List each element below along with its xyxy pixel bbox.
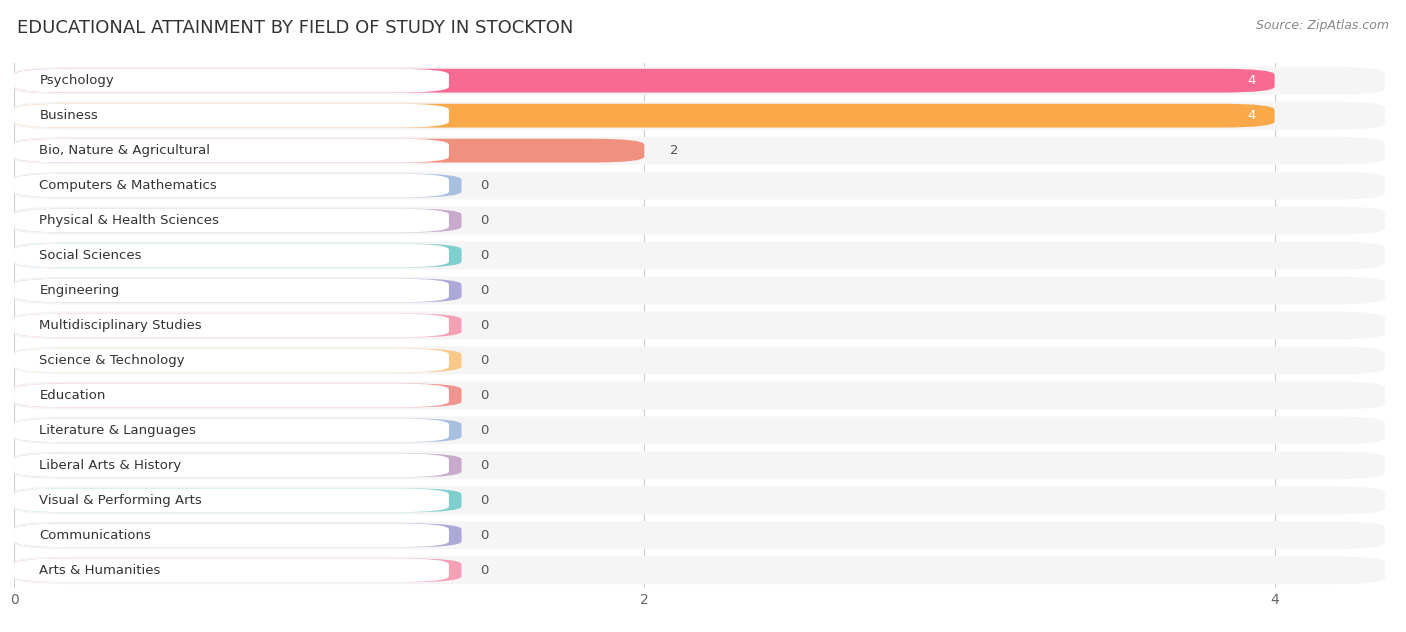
Text: Liberal Arts & History: Liberal Arts & History bbox=[39, 459, 181, 472]
FancyBboxPatch shape bbox=[14, 139, 644, 162]
FancyBboxPatch shape bbox=[14, 244, 449, 267]
FancyBboxPatch shape bbox=[14, 277, 1385, 305]
FancyBboxPatch shape bbox=[14, 489, 461, 512]
Text: 4: 4 bbox=[1247, 74, 1256, 87]
FancyBboxPatch shape bbox=[14, 418, 461, 442]
FancyBboxPatch shape bbox=[14, 172, 1385, 200]
Text: Communications: Communications bbox=[39, 529, 152, 542]
Text: Psychology: Psychology bbox=[39, 74, 114, 87]
FancyBboxPatch shape bbox=[14, 346, 1385, 374]
Text: Computers & Mathematics: Computers & Mathematics bbox=[39, 179, 217, 192]
Text: 0: 0 bbox=[481, 179, 489, 192]
Text: Science & Technology: Science & Technology bbox=[39, 354, 186, 367]
FancyBboxPatch shape bbox=[14, 521, 1385, 549]
FancyBboxPatch shape bbox=[14, 384, 461, 407]
Text: Social Sciences: Social Sciences bbox=[39, 249, 142, 262]
Text: Arts & Humanities: Arts & Humanities bbox=[39, 564, 160, 577]
FancyBboxPatch shape bbox=[14, 313, 449, 337]
Text: Visual & Performing Arts: Visual & Performing Arts bbox=[39, 494, 202, 507]
FancyBboxPatch shape bbox=[14, 102, 1385, 130]
FancyBboxPatch shape bbox=[14, 559, 449, 582]
Text: 0: 0 bbox=[481, 249, 489, 262]
FancyBboxPatch shape bbox=[14, 137, 1385, 164]
Text: 2: 2 bbox=[669, 144, 678, 157]
FancyBboxPatch shape bbox=[14, 559, 461, 582]
Text: 0: 0 bbox=[481, 424, 489, 437]
FancyBboxPatch shape bbox=[14, 174, 449, 197]
FancyBboxPatch shape bbox=[14, 556, 1385, 584]
Text: Source: ZipAtlas.com: Source: ZipAtlas.com bbox=[1256, 19, 1389, 32]
FancyBboxPatch shape bbox=[14, 454, 449, 477]
FancyBboxPatch shape bbox=[14, 487, 1385, 514]
Text: 0: 0 bbox=[481, 564, 489, 577]
FancyBboxPatch shape bbox=[14, 523, 449, 547]
Text: Business: Business bbox=[39, 109, 98, 122]
Text: Bio, Nature & Agricultural: Bio, Nature & Agricultural bbox=[39, 144, 211, 157]
FancyBboxPatch shape bbox=[14, 244, 461, 267]
FancyBboxPatch shape bbox=[14, 313, 461, 337]
Text: 0: 0 bbox=[481, 529, 489, 542]
FancyBboxPatch shape bbox=[14, 209, 449, 233]
FancyBboxPatch shape bbox=[14, 451, 1385, 479]
FancyBboxPatch shape bbox=[14, 279, 461, 302]
Text: 0: 0 bbox=[481, 214, 489, 227]
Text: 0: 0 bbox=[481, 284, 489, 297]
FancyBboxPatch shape bbox=[14, 241, 1385, 269]
FancyBboxPatch shape bbox=[14, 279, 449, 302]
FancyBboxPatch shape bbox=[14, 454, 461, 477]
Text: Engineering: Engineering bbox=[39, 284, 120, 297]
FancyBboxPatch shape bbox=[14, 139, 449, 162]
FancyBboxPatch shape bbox=[14, 382, 1385, 410]
Text: 0: 0 bbox=[481, 494, 489, 507]
Text: 4: 4 bbox=[1247, 109, 1256, 122]
FancyBboxPatch shape bbox=[14, 104, 449, 128]
Text: 0: 0 bbox=[481, 319, 489, 332]
FancyBboxPatch shape bbox=[14, 384, 449, 407]
FancyBboxPatch shape bbox=[14, 349, 449, 372]
FancyBboxPatch shape bbox=[14, 312, 1385, 339]
FancyBboxPatch shape bbox=[14, 174, 461, 197]
Text: 0: 0 bbox=[481, 459, 489, 472]
FancyBboxPatch shape bbox=[14, 209, 461, 233]
FancyBboxPatch shape bbox=[14, 416, 1385, 444]
FancyBboxPatch shape bbox=[14, 104, 1275, 128]
FancyBboxPatch shape bbox=[14, 523, 461, 547]
Text: Physical & Health Sciences: Physical & Health Sciences bbox=[39, 214, 219, 227]
FancyBboxPatch shape bbox=[14, 67, 1385, 95]
Text: Education: Education bbox=[39, 389, 105, 402]
FancyBboxPatch shape bbox=[14, 69, 1275, 92]
FancyBboxPatch shape bbox=[14, 489, 449, 512]
Text: Literature & Languages: Literature & Languages bbox=[39, 424, 197, 437]
Text: EDUCATIONAL ATTAINMENT BY FIELD OF STUDY IN STOCKTON: EDUCATIONAL ATTAINMENT BY FIELD OF STUDY… bbox=[17, 19, 574, 37]
FancyBboxPatch shape bbox=[14, 69, 449, 92]
Text: 0: 0 bbox=[481, 389, 489, 402]
Text: Multidisciplinary Studies: Multidisciplinary Studies bbox=[39, 319, 202, 332]
FancyBboxPatch shape bbox=[14, 349, 461, 372]
Text: 0: 0 bbox=[481, 354, 489, 367]
FancyBboxPatch shape bbox=[14, 207, 1385, 234]
FancyBboxPatch shape bbox=[14, 418, 449, 442]
